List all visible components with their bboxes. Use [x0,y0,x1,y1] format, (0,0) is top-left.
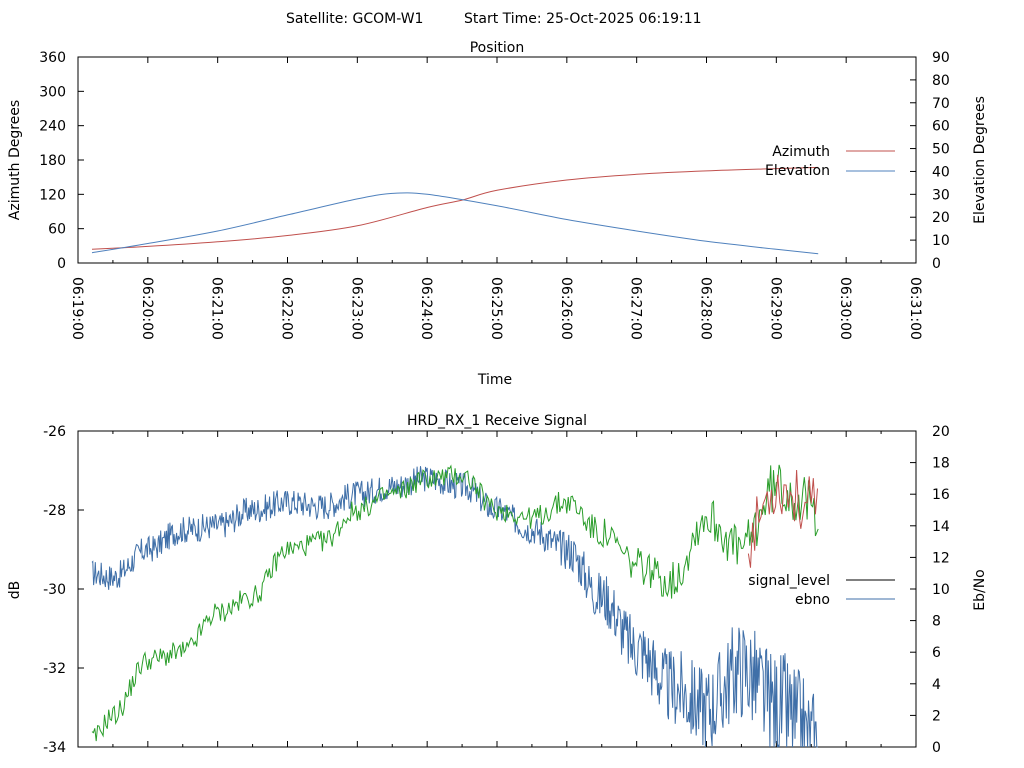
x-tick-label: 06:29:00 [767,277,783,340]
y2-tick-label: 14 [932,519,950,535]
position-chart: Position Azimuth Degrees Elevation Degre… [7,40,988,388]
x-tick-label: 06:21:00 [209,277,225,340]
x-tick-label: 06:24:00 [418,277,434,340]
legend-label-ebno: ebno [795,592,830,608]
signal-y2label: Eb/No [972,569,988,611]
y2-tick-label: 20 [932,210,950,226]
y2-tick-label: 60 [932,119,950,135]
y2-tick-label: 18 [932,456,950,472]
y-tick-label: -30 [43,582,66,598]
y-tick-label: -32 [43,661,66,677]
y-tick-label: 300 [39,84,66,100]
legend-label-signal-level: signal_level [748,573,830,589]
y-tick-label: 360 [39,50,66,66]
y2-tick-label: 10 [932,233,950,249]
x-tick-label: 06:28:00 [698,277,714,340]
x-tick-label: 06:22:00 [279,277,295,340]
series-line-ebno-overlay [747,469,818,568]
series-line-elevation [91,192,819,255]
y2-tick-label: 6 [932,645,941,661]
y-tick-label: -26 [43,424,66,440]
position-y2label: Elevation Degrees [972,96,988,224]
y2-tick-label: 8 [932,614,941,630]
y-tick-label: 240 [39,119,66,135]
y2-tick-label: 12 [932,550,950,566]
x-tick-label: 06:27:00 [628,277,644,340]
series-line-signal-level [91,466,818,748]
position-title: Position [470,40,525,56]
y2-tick-label: 10 [932,582,950,598]
signal-axes: -26 -28 -30 -32 -34 0 2 4 6 8 10 12 14 16 18 20 [43,424,950,756]
position-axes: 0 60 120 180 240 300 360 0 10 20 30 40 50 60 70 80 90 06:… [39,50,950,340]
y2-tick-label: 90 [932,50,950,66]
legend-label-elevation: Elevation [765,163,830,179]
x-tick-label: 06:26:00 [558,277,574,340]
y-tick-label: 60 [48,222,66,238]
start-time-label: Start Time: 25-Oct-2025 06:19:11 [464,11,702,27]
y-tick-label: 120 [39,187,66,203]
y2-tick-label: 16 [932,487,950,503]
x-tick-label: 06:25:00 [488,277,504,340]
signal-ylabel: dB [7,581,23,600]
x-tick-label: 06:31:00 [907,277,923,340]
y2-tick-label: 70 [932,96,950,112]
y2-tick-label: 4 [932,677,941,693]
position-plot-frame [77,56,917,264]
x-tick-label: 06:23:00 [348,277,364,340]
y-tick-label: -34 [43,740,66,756]
y2-tick-label: 40 [932,164,950,180]
position-xlabel: Time [477,372,512,388]
y2-tick-label: 20 [932,424,950,440]
position-ylabel: Azimuth Degrees [7,100,23,220]
y2-tick-label: 0 [932,740,941,756]
signal-title: HRD_RX_1 Receive Signal [407,413,587,429]
y-tick-label: -28 [43,503,66,519]
series-line-ebno [91,464,819,742]
x-tick-label: 06:30:00 [837,277,853,340]
y2-tick-label: 2 [932,708,941,724]
y2-tick-label: 80 [932,73,950,89]
y2-tick-label: 30 [932,187,950,203]
y2-tick-label: 50 [932,142,950,158]
y2-tick-label: 0 [932,256,941,272]
x-tick-label: 06:19:00 [69,277,85,340]
series-line-azimuth [91,166,819,250]
y-tick-label: 180 [39,153,66,169]
satellite-label: Satellite: GCOM-W1 [286,11,423,27]
receive-signal-chart: HRD_RX_1 Receive Signal dB Eb/No -26-28-… [7,413,988,756]
x-tick-label: 06:20:00 [139,277,155,340]
y-tick-label: 0 [57,256,66,272]
legend-label-azimuth: Azimuth [772,144,830,160]
